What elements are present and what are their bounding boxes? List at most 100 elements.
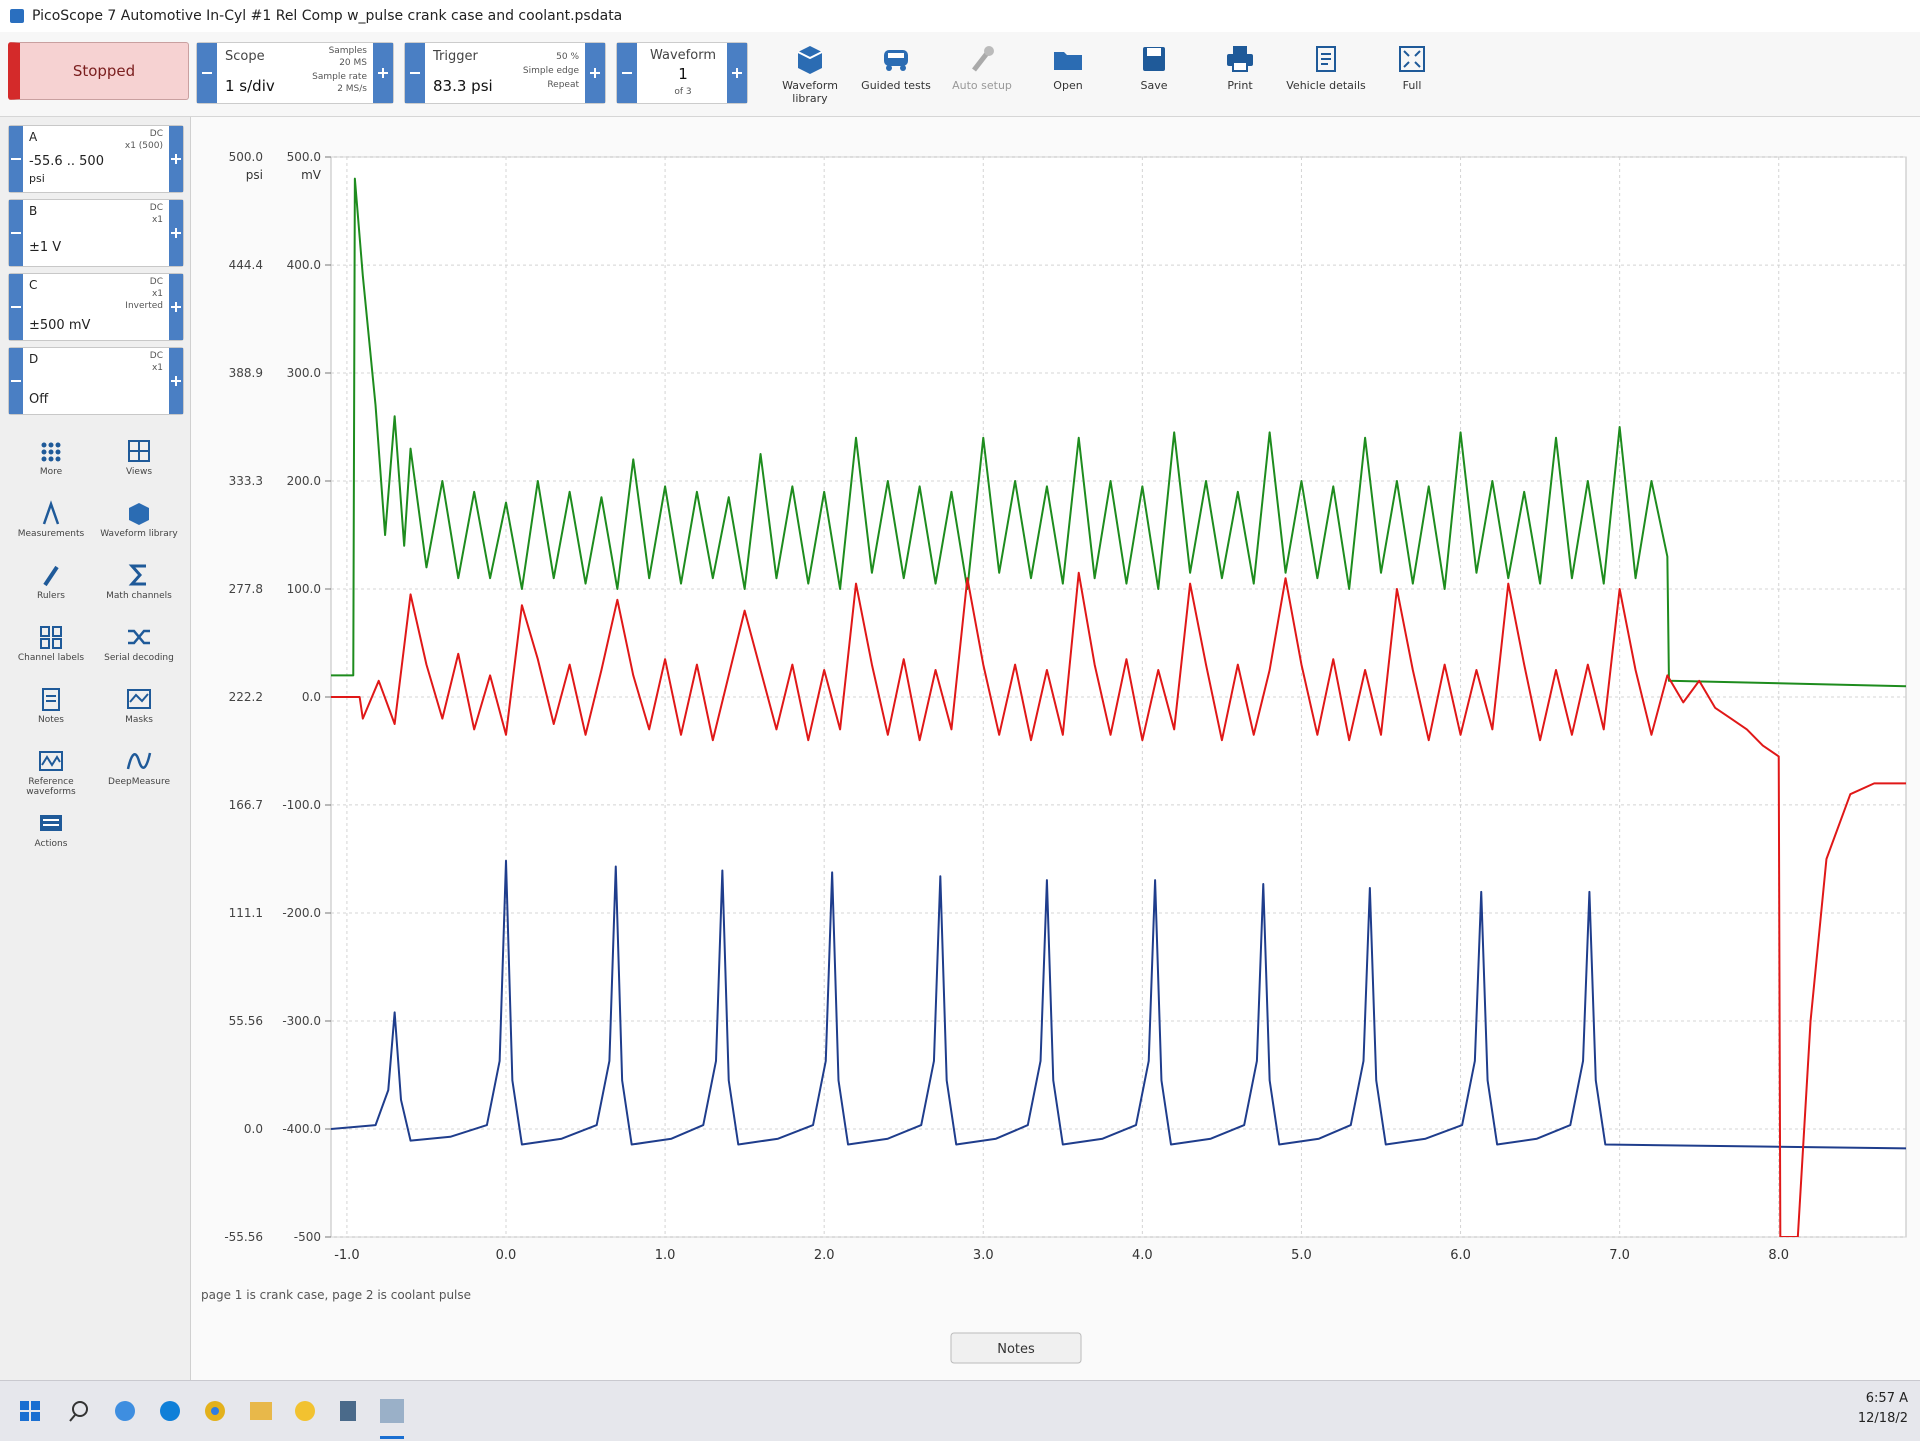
app-icon	[10, 9, 24, 23]
icon-shape	[380, 1399, 404, 1423]
range: -55.6 .. 500	[29, 154, 104, 169]
tool-button[interactable]: Waveform library	[96, 497, 182, 557]
y2-tick-label: 0.0	[302, 690, 321, 704]
increase-button[interactable]	[727, 43, 747, 103]
tool-button[interactable]: Masks	[96, 683, 182, 743]
decrease-button[interactable]	[9, 274, 23, 340]
icon-shape	[41, 449, 47, 455]
icon	[884, 50, 908, 71]
toolbar-button[interactable]: Full	[1372, 38, 1452, 110]
decrease-button[interactable]	[617, 43, 637, 103]
channel-card[interactable]: C DC x1 Inverted ±500 mV	[8, 273, 184, 341]
tool-label: Notes	[38, 715, 64, 725]
scope-label: Scope	[225, 49, 265, 64]
coupling: DC	[149, 203, 163, 213]
icon-shape	[295, 1401, 315, 1421]
icon-shape	[888, 53, 904, 58]
icon-shape	[886, 65, 892, 71]
icon-shape	[52, 626, 62, 637]
channel-card[interactable]: B DC x1 ±1 V	[8, 199, 184, 267]
decrease-button[interactable]	[9, 348, 23, 414]
x-tick-label: 1.0	[655, 1248, 676, 1263]
button-label: Open	[1053, 79, 1083, 92]
tool-button[interactable]: Channel labels	[8, 621, 94, 681]
y2-tick-label: 300.0	[287, 366, 321, 380]
toolbar-button[interactable]: Guided tests	[856, 38, 936, 110]
icon	[128, 564, 146, 586]
increase-button[interactable]	[169, 126, 183, 192]
icon-shape	[160, 1401, 180, 1421]
decrease-button[interactable]	[405, 43, 425, 103]
y-tick-label: 166.7	[229, 798, 263, 812]
icon-shape	[41, 456, 47, 462]
sample-rate-label: Sample rate	[312, 72, 367, 82]
toolbar-button[interactable]: Auto setup	[942, 38, 1022, 110]
button-glyph	[410, 72, 420, 74]
button-label: Save	[1140, 79, 1168, 92]
timebase[interactable]: 1 s/div	[225, 77, 275, 95]
run-stop-button[interactable]: Stopped	[8, 42, 189, 100]
decrease-button[interactable]	[9, 200, 23, 266]
icon-shape	[46, 695, 56, 702]
tool-button[interactable]: Actions	[8, 807, 94, 867]
icon-shape	[129, 693, 149, 703]
tool-label: More	[39, 467, 63, 477]
channel-name: C	[29, 278, 38, 292]
trigger-mode: Simple edge	[522, 66, 579, 76]
icon-shape	[48, 449, 54, 455]
x-tick-label: 4.0	[1132, 1248, 1153, 1263]
decrease-button[interactable]	[197, 43, 217, 103]
button-glyph	[11, 232, 21, 234]
icon	[1316, 46, 1336, 72]
toolbar-button[interactable]: Waveform library	[770, 38, 850, 110]
probe: x1	[151, 363, 163, 373]
icon-shape	[20, 1401, 40, 1421]
decrease-button[interactable]	[9, 126, 23, 192]
icon-shape	[39, 751, 63, 771]
button-label: Print	[1227, 79, 1253, 92]
increase-button[interactable]	[373, 43, 393, 103]
button-glyph	[175, 376, 177, 386]
increase-button[interactable]	[169, 348, 183, 414]
tool-button[interactable]: Math channels	[96, 559, 182, 619]
button-label: Vehicle details	[1286, 79, 1366, 92]
increase-button[interactable]	[585, 43, 605, 103]
tool-button[interactable]: Rulers	[8, 559, 94, 619]
x-tick-label: 8.0	[1768, 1248, 1789, 1263]
icon-shape	[250, 1402, 272, 1420]
increase-button[interactable]	[169, 200, 183, 266]
toolbar-button[interactable]: Print	[1200, 38, 1280, 110]
icon	[40, 815, 62, 831]
increase-button[interactable]	[169, 274, 183, 340]
icon	[40, 626, 62, 649]
icon	[1399, 46, 1425, 72]
tool-button[interactable]: More	[8, 435, 94, 495]
tool-button[interactable]: Measurements	[8, 497, 94, 557]
tool-button[interactable]: Reference waveforms	[8, 745, 94, 805]
icon-shape	[41, 755, 61, 767]
tool-button[interactable]: Views	[96, 435, 182, 495]
icon-shape	[42, 688, 60, 711]
icon-shape	[72, 1401, 88, 1417]
toolbar-button[interactable]: Save	[1114, 38, 1194, 110]
toolbar-button[interactable]: Vehicle details	[1286, 38, 1366, 110]
trigger-level[interactable]: 83.3 psi	[433, 77, 493, 95]
waveform-label: Waveform	[650, 48, 716, 63]
tool-label: Measurements	[17, 529, 85, 539]
channel-card[interactable]: D DC x1 Off	[8, 347, 184, 415]
channel-card[interactable]: A DC x1 (500) -55.6 .. 500 psi	[8, 125, 184, 193]
tool-button[interactable]: Serial decoding	[96, 621, 182, 681]
clock-date: 12/18/2	[1857, 1411, 1908, 1426]
tool-label: Channel labels	[17, 653, 85, 663]
toolbar-button[interactable]: Open	[1028, 38, 1108, 110]
icon	[797, 46, 823, 74]
tool-button[interactable]: Notes	[8, 683, 94, 743]
y2-tick-label: 100.0	[287, 582, 321, 596]
probe: x1	[151, 289, 163, 299]
icon-shape	[41, 442, 47, 448]
button-glyph	[11, 306, 21, 308]
tool-button[interactable]: DeepMeasure	[96, 745, 182, 805]
icon-shape	[1233, 46, 1247, 54]
icon-shape	[43, 565, 59, 587]
